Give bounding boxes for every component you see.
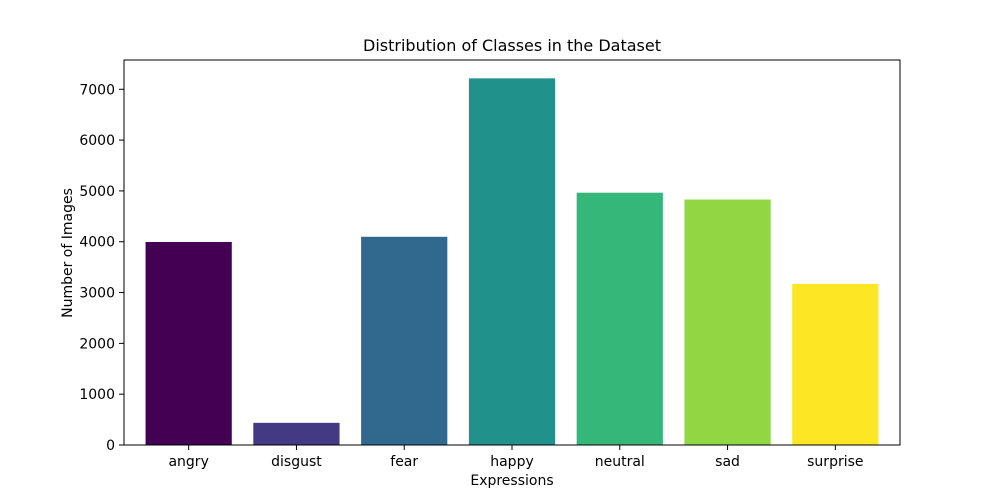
y-tick-label: 3000 (79, 286, 115, 302)
x-tick-label: neutral (595, 454, 645, 470)
y-tick-label: 5000 (79, 184, 115, 200)
y-tick-label: 2000 (79, 336, 115, 352)
y-tick-label: 4000 (79, 235, 115, 251)
axes-layer: 0 1000 2000 3000 4000 5000 6000 7000 angry disgus… (79, 59, 901, 470)
x-tick-label: disgust (271, 454, 322, 470)
bar-fear (361, 236, 448, 445)
bar-happy (468, 78, 556, 445)
x-tick-label: fear (390, 454, 418, 470)
x-tick-label: surprise (807, 454, 863, 470)
y-tick-label: 1000 (79, 387, 115, 403)
x-tick-label: happy (490, 454, 534, 470)
y-tick-label: 7000 (79, 82, 115, 98)
x-tick-label: sad (715, 454, 740, 470)
x-tick-label: angry (168, 454, 208, 470)
bar-angry (145, 241, 232, 445)
bar-neutral (576, 192, 663, 445)
bar-sad (684, 199, 771, 445)
x-axis-label: Expressions (470, 473, 553, 489)
bars-layer (145, 78, 879, 445)
y-tick-label: 0 (106, 438, 115, 454)
bar-surprise (792, 283, 879, 445)
y-tick-label: 6000 (79, 133, 115, 149)
y-axis-label: Number of Images (60, 188, 76, 318)
chart-title: Distribution of Classes in the Dataset (363, 36, 661, 55)
bar-disgust (253, 422, 340, 445)
